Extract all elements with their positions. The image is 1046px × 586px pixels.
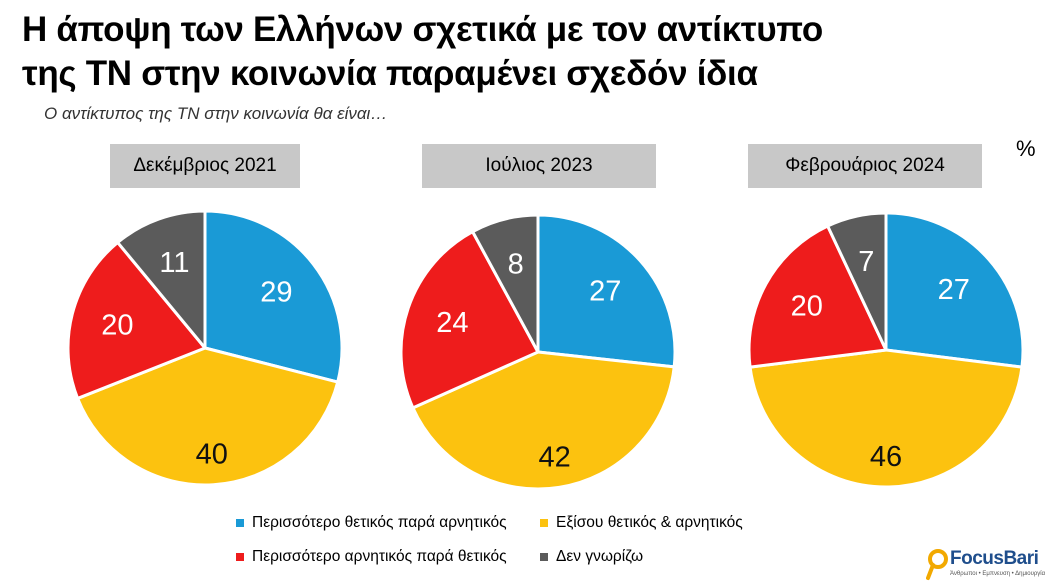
page-title: Η άποψη των Ελλήνων σχετικά με τον αντίκ…: [22, 8, 1022, 96]
data-label-dont-know: 11: [159, 247, 189, 279]
data-label-positive: 27: [938, 274, 970, 306]
pie-slice-equal: [411, 350, 676, 491]
legend-label-dont-know: Δεν γνωρίζω: [556, 548, 644, 565]
pie-slice-positive: [203, 209, 344, 384]
legend-label-negative: Περισσότερο αρνητικός παρά θετικός: [252, 548, 507, 565]
unit-label: %: [1016, 136, 1036, 161]
pie-jul-2023: 27 42 24 8: [399, 213, 677, 491]
legend-item-equal: Εξίσου θετικός & αρνητικός: [540, 514, 743, 532]
legend-item-negative: Περισσότερο αρνητικός παρά θετικός: [236, 548, 507, 566]
data-label-negative: 20: [101, 310, 133, 342]
focusbari-logo: FocusBari Άνθρωποι • Εμπνευση • Δημιουργ…: [926, 546, 1046, 582]
legend-swatch-positive: [236, 519, 244, 527]
pie-feb-2024: 27 46 20 7: [747, 211, 1025, 489]
logo-name: FocusBari: [950, 548, 1039, 569]
legend-swatch-dont-know: [540, 553, 548, 561]
magnifier-icon: [926, 549, 948, 580]
title-line-2: της ΤΝ στην κοινωνία παραμένει σχεδόν ίδ…: [22, 54, 758, 93]
pie-slice-positive: [884, 211, 1025, 369]
data-label-dont-know: 7: [858, 246, 874, 278]
data-label-dont-know: 8: [508, 248, 524, 280]
title-line-1: Η άποψη των Ελλήνων σχετικά με τον αντίκ…: [22, 10, 823, 49]
pie-slice-dont-know: [471, 213, 540, 354]
pie-slice-negative: [399, 230, 540, 410]
period-label-feb-2024: Φεβρουάριος 2024: [748, 144, 982, 188]
data-label-negative: 20: [791, 290, 823, 322]
chart-subtitle: Ο αντίκτυπος της ΤΝ στην κοινωνία θα είν…: [44, 104, 388, 123]
pie-slice-negative: [747, 224, 888, 369]
pie-slice-negative: [66, 240, 207, 400]
legend-swatch-negative: [236, 553, 244, 561]
data-label-positive: 27: [589, 276, 621, 308]
data-label-equal: 40: [196, 439, 228, 471]
pie-slice-dont-know: [116, 209, 207, 350]
pie-slice-equal: [748, 348, 1024, 489]
period-label-jul-2023: Ιούλιος 2023: [422, 144, 656, 188]
data-label-equal: 46: [870, 441, 902, 473]
data-label-negative: 24: [436, 307, 468, 339]
pie-slice-equal: [76, 346, 340, 487]
pie-slice-positive: [536, 213, 677, 369]
pie-slice-dont-know: [826, 211, 888, 352]
period-label-dec-2021: Δεκέμβριος 2021: [110, 144, 300, 188]
data-label-positive: 29: [260, 277, 292, 309]
logo-tagline: Άνθρωποι • Εμπνευση • Δημιουργία: [950, 571, 1046, 577]
legend-item-positive: Περισσότερο θετικός παρά αρνητικός: [236, 514, 507, 532]
legend-label-positive: Περισσότερο θετικός παρά αρνητικός: [252, 514, 507, 531]
legend-swatch-equal: [540, 519, 548, 527]
data-label-equal: 42: [538, 442, 570, 474]
legend-label-equal: Εξίσου θετικός & αρνητικός: [556, 514, 743, 531]
pie-dec-2021: 29 40 20 11: [66, 209, 344, 487]
legend-item-dont-know: Δεν γνωρίζω: [540, 548, 643, 566]
